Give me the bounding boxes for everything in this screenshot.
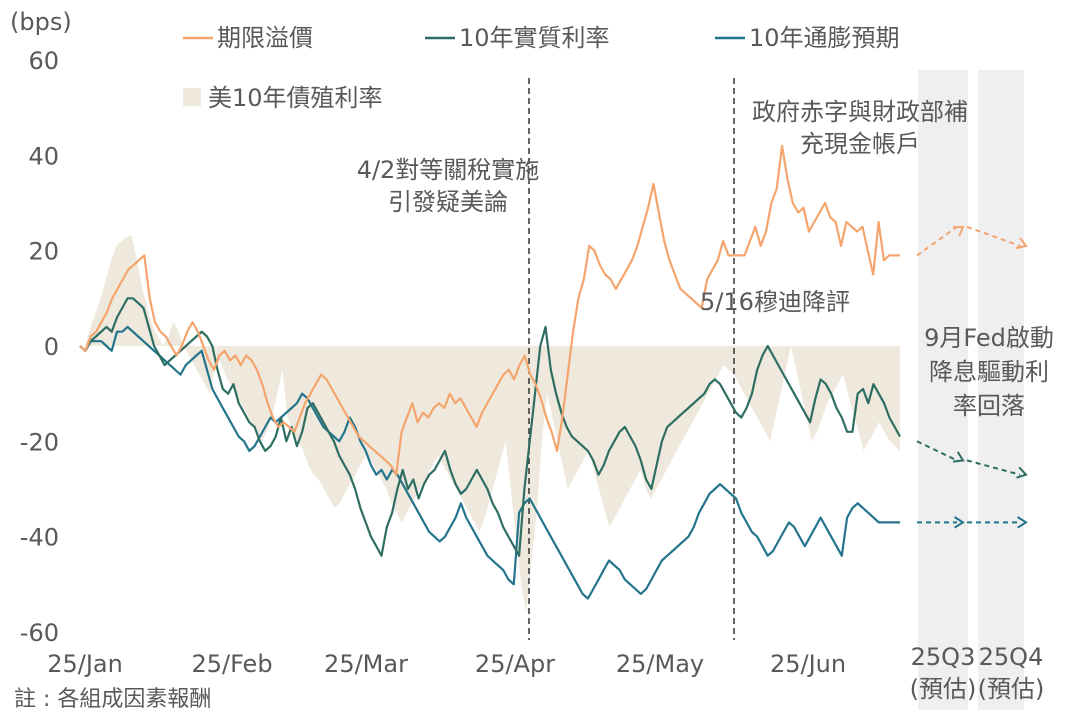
annotation-moodys: 5/16穆迪降評	[700, 288, 850, 316]
legend-label-real-rate: 10年實質利率	[459, 24, 610, 52]
forecast-label-q3-line1: 25Q3	[911, 643, 976, 671]
x-tick-label: 25/Jun	[770, 650, 846, 678]
y-tick-label: 20	[28, 238, 59, 266]
x-axis-ticks: 25/Jan 25/Feb 25/Mar 25/Apr 25/May 25/Jun	[47, 650, 846, 678]
y-axis-ticks: 60 40 20 0 -20 -40 -60	[20, 47, 59, 647]
us10y-yield-area	[80, 236, 900, 613]
forecast-label-q3-line2: (預估)	[910, 675, 977, 703]
legend: 期限溢價 10年實質利率 10年通膨預期 美10年債殖利率	[183, 24, 900, 112]
forecast-label-q4-line2: (預估)	[978, 675, 1045, 703]
annotation-deficit-line1: 政府赤字與財政部補	[752, 98, 968, 126]
forecast-band-q3	[918, 70, 968, 710]
forecast-arrowhead	[1015, 237, 1028, 250]
forecast-segment	[966, 225, 1021, 247]
forecast-arrows	[916, 225, 1028, 529]
x-tick-label: 25/Feb	[191, 650, 272, 678]
inflation-expectation-line	[79, 325, 900, 600]
annotation-fed-line3: 率回落	[953, 392, 1025, 420]
forecast-segment	[966, 459, 1021, 476]
x-tick-label: 25/Jan	[47, 650, 123, 678]
legend-label-term-premium: 期限溢價	[217, 24, 313, 52]
footnote: 註 : 各組成因素報酬	[14, 687, 211, 712]
y-axis-label: (bps)	[10, 8, 72, 36]
annotation-deficit-line2: 充現金帳戶	[800, 130, 920, 158]
forecast-label-q4-line1: 25Q4	[979, 643, 1044, 671]
y-tick-label: -20	[20, 428, 59, 456]
annotation-tariff-line1: 4/2對等關稅實施	[357, 156, 540, 184]
forecast-arrowhead	[952, 225, 965, 237]
forecast-arrowhead	[1016, 466, 1028, 479]
annotation-tariff-line2: 引發疑美論	[388, 188, 508, 216]
y-tick-label: 0	[44, 333, 59, 361]
y-tick-label: -60	[20, 619, 59, 647]
forecast-band-q4	[978, 70, 1024, 710]
forecast-arrowhead	[952, 451, 965, 463]
annotation-fed-line1: 9月Fed啟動	[924, 324, 1054, 352]
legend-label-inflation: 10年通膨預期	[749, 24, 900, 52]
x-tick-label: 25/May	[616, 650, 704, 678]
y-tick-label: 40	[28, 142, 59, 170]
forecast-arrowhead	[954, 516, 965, 529]
legend-label-us10y: 美10年債殖利率	[208, 84, 383, 112]
forecast-segment	[916, 226, 958, 257]
x-tick-label: 25/Apr	[475, 650, 555, 678]
y-tick-label: -40	[20, 524, 59, 552]
forecast-segment	[916, 440, 958, 462]
annotation-fed-line2: 降息驅動利	[929, 358, 1049, 386]
term-premium-line	[79, 144, 900, 476]
x-tick-label: 25/Mar	[324, 650, 408, 678]
forecast-arrowhead	[1017, 516, 1028, 529]
legend-swatch-us10y	[183, 88, 201, 106]
y-tick-label: 60	[28, 47, 59, 75]
